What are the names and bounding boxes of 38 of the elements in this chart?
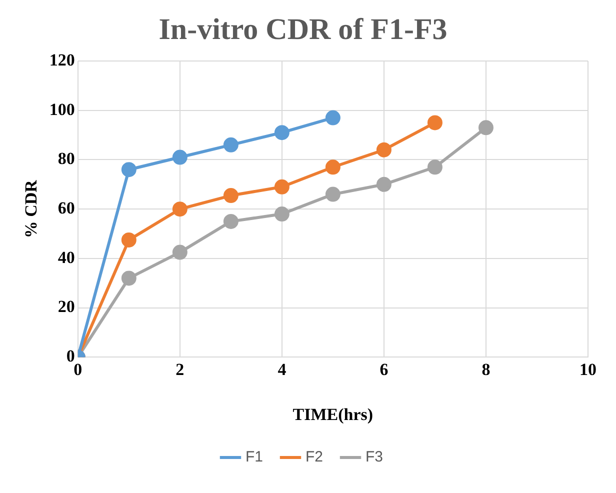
x-tick-label: 10 (580, 360, 596, 379)
legend-label: F1 (245, 448, 264, 466)
point (121, 270, 136, 286)
point (427, 115, 442, 130)
y-tick-label: 60 (58, 198, 75, 218)
x-tick-label: 8 (482, 360, 490, 379)
point (325, 160, 340, 175)
y-tick-label: 40 (58, 248, 75, 267)
point (274, 125, 290, 140)
y-axis-title: % CDR (22, 179, 41, 238)
point (223, 188, 238, 204)
y-tick-label: 80 (58, 149, 75, 168)
y-tick-label: 0 (66, 346, 75, 366)
point (325, 110, 340, 126)
x-axis-title: TIME(hrs) (292, 405, 374, 424)
point (223, 214, 238, 229)
point (376, 176, 392, 192)
x-tick-label: 6 (380, 360, 388, 379)
legend-label: F3 (366, 448, 384, 466)
point (121, 232, 136, 248)
point (274, 179, 290, 194)
point (376, 142, 392, 158)
point (121, 162, 136, 178)
legend-label: F2 (306, 448, 324, 466)
x-tick-label: 2 (176, 360, 184, 379)
y-tick-label: 120 (49, 50, 75, 70)
point (325, 186, 340, 202)
point (427, 160, 442, 175)
point (274, 206, 290, 222)
point (172, 150, 188, 165)
point (172, 244, 188, 260)
point (223, 137, 238, 152)
chart-title: In-vitro CDR of F1-F3 (158, 12, 448, 46)
point (478, 120, 494, 136)
y-tick-label: 20 (58, 297, 75, 316)
point (172, 202, 188, 217)
x-tick-label: 4 (278, 360, 287, 379)
y-tick-label: 100 (49, 100, 75, 119)
